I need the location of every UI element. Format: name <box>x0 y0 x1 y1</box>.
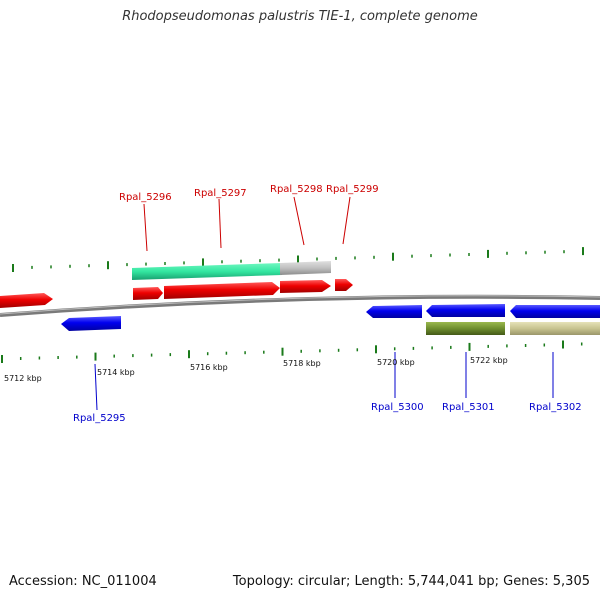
scale-label-5714: 5714 kbp <box>97 368 135 377</box>
gene-arrow-rpal-5296[interactable] <box>133 287 163 300</box>
gene-label-rpal-5296[interactable]: Rpal_5296 <box>119 192 172 203</box>
genome-backbone <box>0 294 600 317</box>
green-feature-bar[interactable] <box>132 263 282 280</box>
scale-label-5720: 5720 kbp <box>377 358 415 367</box>
gene-label-rpal-5295[interactable]: Rpal_5295 <box>73 413 126 424</box>
scale-labels: 5712 kbp 5714 kbp 5716 kbp 5718 kbp 5720… <box>4 356 508 383</box>
genome-backbone-highlight <box>0 295 600 315</box>
scale-label-5722: 5722 kbp <box>470 356 508 365</box>
feature-highlight-upper[interactable] <box>132 261 331 280</box>
gene-label-rpal-5301[interactable]: Rpal_5301 <box>442 402 495 413</box>
khaki-feature-bar[interactable] <box>510 322 600 335</box>
gene-label-rpal-5299[interactable]: Rpal_5299 <box>326 184 379 195</box>
forward-gene-labels: Rpal_5296 Rpal_5297 Rpal_5298 Rpal_5299 <box>119 184 379 203</box>
gene-label-rpal-5302[interactable]: Rpal_5302 <box>529 402 582 413</box>
gene-arrow-rpal-5295[interactable] <box>61 316 121 331</box>
gene-label-rpal-5298[interactable]: Rpal_5298 <box>270 184 323 195</box>
gene-arrow-forward[interactable] <box>0 293 53 308</box>
forward-label-leaders <box>143 196 351 252</box>
reverse-label-leaders <box>94 352 554 411</box>
gene-arrow-rpal-5298[interactable] <box>280 280 331 293</box>
reverse-gene-labels: Rpal_5295 Rpal_5300 Rpal_5301 Rpal_5302 <box>73 402 582 424</box>
reverse-strand-genes <box>61 304 600 331</box>
accession-text: Accession: NC_011004 <box>9 574 157 589</box>
leader-rpal-5299 <box>342 196 351 245</box>
gray-feature-bar[interactable] <box>280 261 331 275</box>
outer-tick-marks <box>12 247 584 272</box>
feature-highlight-lower[interactable] <box>426 322 600 335</box>
gene-arrow-rpal-5301[interactable] <box>426 304 505 317</box>
leader-rpal-5297 <box>218 198 222 249</box>
scale-label-5716: 5716 kbp <box>190 363 228 372</box>
gene-label-rpal-5297[interactable]: Rpal_5297 <box>194 188 247 199</box>
leader-rpal-5296 <box>143 203 148 252</box>
inner-tick-marks <box>1 340 583 363</box>
leader-rpal-5295 <box>94 363 98 411</box>
gene-arrow-rpal-5297[interactable] <box>164 282 280 299</box>
genome-title: Rhodopseudomonas palustris TIE-1, comple… <box>122 9 478 24</box>
gene-arrow-rpal-5302[interactable] <box>510 305 600 318</box>
gene-arrow-rpal-5299[interactable] <box>335 279 353 291</box>
genome-summary-text: Topology: circular; Length: 5,744,041 bp… <box>232 574 590 589</box>
scale-label-5712: 5712 kbp <box>4 374 42 383</box>
olive-feature-bar[interactable] <box>426 322 505 335</box>
scale-label-5718: 5718 kbp <box>283 359 321 368</box>
gene-label-rpal-5300[interactable]: Rpal_5300 <box>371 402 424 413</box>
leader-rpal-5298 <box>293 196 305 246</box>
gene-arrow-rpal-5300[interactable] <box>366 305 422 318</box>
forward-strand-genes <box>0 279 353 308</box>
